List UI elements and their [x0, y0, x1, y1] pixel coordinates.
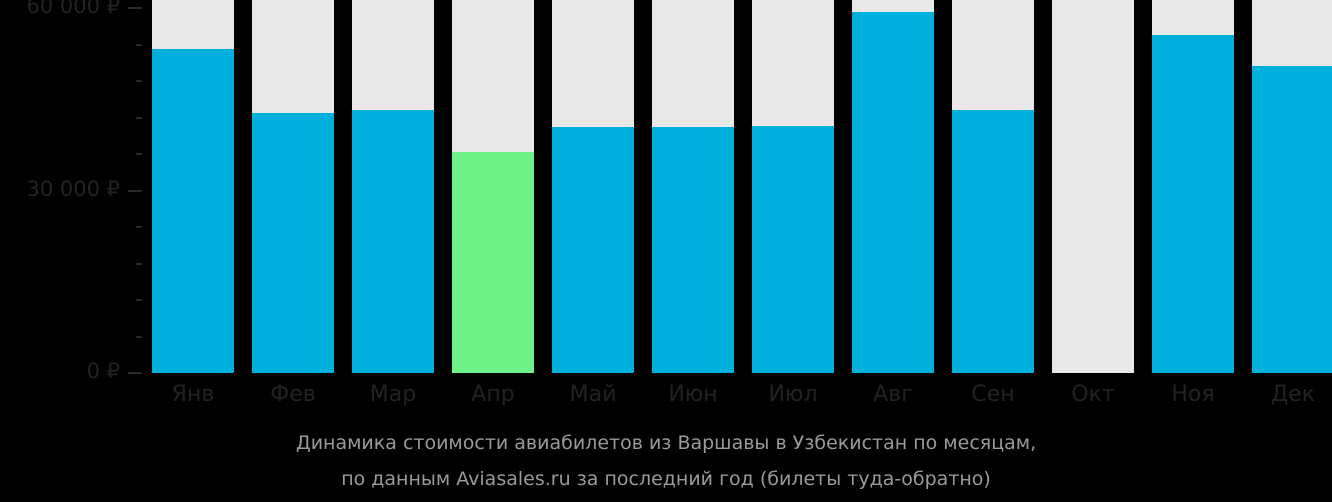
- y-axis-minor-tick: [136, 153, 142, 155]
- bar-Май[interactable]: [552, 127, 634, 373]
- x-axis-label: Янв: [171, 382, 215, 407]
- bar-Авг[interactable]: [852, 12, 934, 373]
- x-axis-label: Авг: [873, 382, 913, 407]
- bar-Мар[interactable]: [352, 110, 434, 373]
- y-axis-minor-tick: [136, 262, 142, 265]
- y-axis-label: 60 000 ₽: [26, 0, 120, 18]
- y-axis-minor-tick: [136, 335, 142, 338]
- y-axis-minor-tick: [136, 299, 142, 301]
- x-axis-label: Дек: [1270, 382, 1315, 407]
- x-axis-label: Июл: [768, 382, 818, 407]
- x-axis-label: Ноя: [1171, 382, 1215, 407]
- x-axis-label: Сен: [971, 382, 1015, 407]
- y-axis-major-tick: [128, 189, 142, 192]
- y-axis-major-tick: [128, 372, 142, 374]
- bar-Янв[interactable]: [152, 48, 234, 373]
- y-axis-minor-tick: [136, 43, 142, 46]
- y-axis-label: 0 ₽: [86, 359, 120, 383]
- y-axis-label: 30 000 ₽: [26, 176, 120, 201]
- chart-caption-line2: по данным Aviasales.ru за последний год …: [341, 468, 991, 490]
- bar-Июн[interactable]: [652, 127, 734, 373]
- bar-background: [1052, 0, 1134, 373]
- x-axis-label: Апр: [471, 382, 515, 407]
- x-axis-label: Мар: [369, 382, 417, 407]
- y-axis-minor-tick: [136, 80, 142, 82]
- bar-Апр[interactable]: [452, 152, 534, 373]
- y-axis-minor-tick: [136, 116, 142, 119]
- x-axis-label: Май: [569, 382, 617, 407]
- bar-Дек[interactable]: [1252, 65, 1332, 373]
- bar-Ноя[interactable]: [1152, 34, 1234, 373]
- bar-Июл[interactable]: [752, 126, 834, 373]
- y-axis-major-tick: [128, 7, 142, 9]
- x-axis-label: Фев: [270, 382, 316, 407]
- chart-caption-line1: Динамика стоимости авиабилетов из Варшав…: [295, 432, 1037, 454]
- bar-Фев[interactable]: [252, 113, 334, 373]
- x-axis-label: Окт: [1071, 382, 1115, 407]
- y-axis-minor-tick: [136, 226, 142, 228]
- bar-Сен[interactable]: [952, 110, 1034, 373]
- x-axis-label: Июн: [668, 382, 718, 407]
